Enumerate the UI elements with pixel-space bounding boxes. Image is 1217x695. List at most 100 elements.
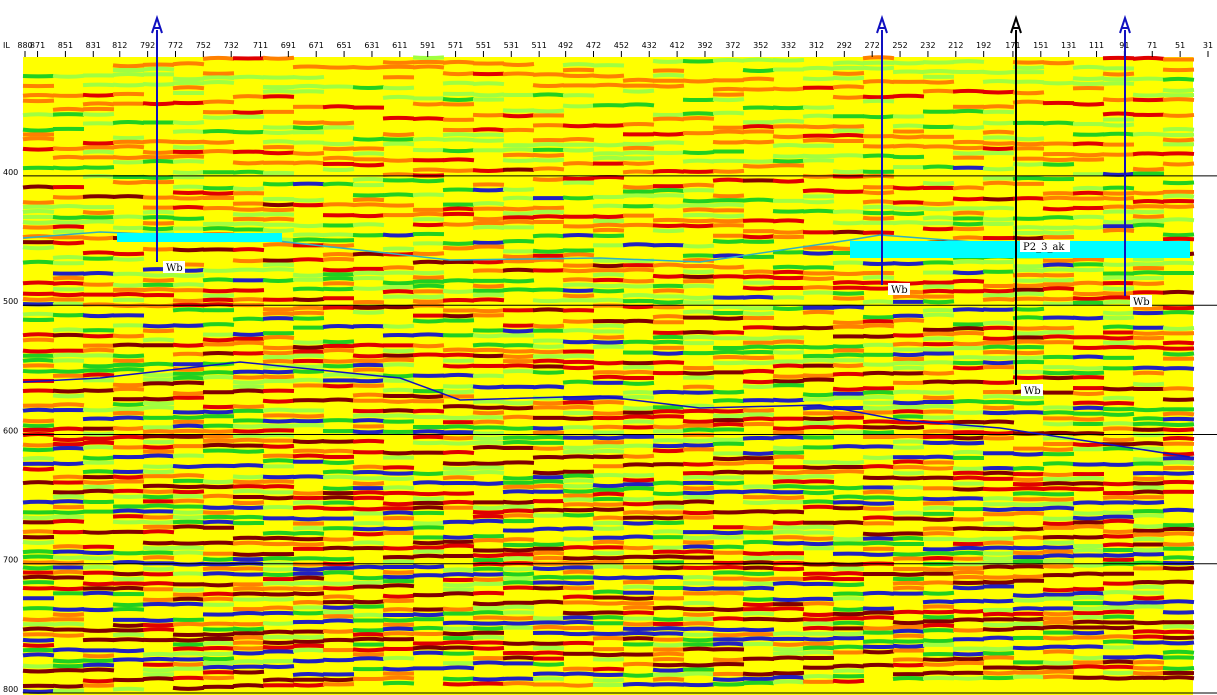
amplitude-stripe (22, 643, 55, 648)
amplitude-stripe (742, 611, 775, 617)
amplitude-stripe (592, 666, 625, 672)
amplitude-stripe (82, 662, 115, 668)
amplitude-stripe (1012, 315, 1045, 321)
amplitude-stripe (952, 617, 985, 623)
amplitude-stripe (922, 360, 955, 366)
amplitude-stripe (892, 205, 925, 211)
amplitude-stripe (442, 415, 475, 421)
amplitude-stripe (232, 129, 265, 135)
amplitude-stripe (622, 390, 655, 395)
amplitude-stripe (802, 674, 835, 679)
amplitude-stripe (232, 369, 265, 375)
amplitude-stripe (82, 388, 115, 393)
amplitude-stripe (652, 515, 685, 521)
amplitude-stripe (352, 490, 385, 496)
amplitude-stripe (82, 658, 115, 663)
amplitude-stripe (262, 398, 295, 404)
amplitude-stripe (502, 254, 535, 260)
amplitude-stripe (142, 464, 175, 469)
amplitude-stripe (1072, 81, 1105, 87)
amplitude-stripe (82, 445, 115, 450)
amplitude-stripe (172, 515, 205, 520)
amplitude-stripe (712, 616, 745, 622)
amplitude-stripe (352, 342, 385, 348)
amplitude-stripe (232, 206, 265, 212)
amplitude-stripe (262, 227, 295, 233)
amplitude-stripe (1042, 461, 1075, 467)
amplitude-stripe (82, 140, 115, 146)
amplitude-stripe (502, 508, 535, 514)
amplitude-stripe (352, 85, 385, 91)
amplitude-stripe (562, 123, 595, 129)
amplitude-stripe (472, 201, 505, 207)
amplitude-stripe (1102, 131, 1135, 137)
amplitude-stripe (1072, 315, 1105, 321)
amplitude-stripe (292, 490, 325, 496)
amplitude-stripe (262, 207, 295, 213)
amplitude-stripe (112, 494, 145, 499)
amplitude-stripe (682, 384, 715, 390)
amplitude-stripe (172, 484, 205, 490)
amplitude-stripe (592, 370, 625, 375)
il-label: 772 (168, 41, 183, 50)
amplitude-stripe (1132, 551, 1165, 557)
amplitude-stripe (142, 381, 175, 386)
amplitude-stripe (382, 593, 415, 599)
amplitude-stripe (1102, 324, 1135, 330)
amplitude-stripe (442, 631, 475, 637)
amplitude-stripe (412, 352, 445, 358)
amplitude-stripe (82, 440, 115, 446)
amplitude-stripe (952, 627, 985, 633)
amplitude-stripe (1132, 476, 1165, 482)
amplitude-stripe (1132, 199, 1165, 205)
amplitude-stripe (142, 540, 175, 546)
amplitude-stripe (112, 144, 145, 150)
amplitude-stripe (712, 456, 745, 462)
amplitude-stripe (322, 545, 355, 551)
amplitude-stripe (82, 416, 115, 422)
amplitude-stripe (712, 437, 745, 442)
amplitude-stripe (592, 539, 625, 545)
amplitude-stripe (922, 370, 955, 376)
amplitude-stripe (382, 450, 415, 456)
amplitude-stripe (172, 342, 205, 348)
amplitude-stripe (622, 193, 655, 199)
amplitude-stripe (292, 500, 325, 505)
amplitude-stripe (142, 149, 175, 155)
amplitude-stripe (232, 669, 265, 675)
amplitude-stripe (682, 626, 715, 632)
amplitude-stripe (1072, 257, 1105, 262)
amplitude-stripe (622, 661, 655, 667)
amplitude-stripe (142, 469, 175, 475)
amplitude-stripe (712, 86, 745, 92)
amplitude-stripe (1132, 640, 1165, 645)
amplitude-stripe (952, 486, 985, 492)
amplitude-stripe (112, 139, 145, 145)
amplitude-stripe (472, 292, 505, 298)
well-label: Wb (891, 285, 908, 296)
amplitude-stripe (1042, 592, 1075, 597)
amplitude-stripe (592, 258, 625, 263)
amplitude-stripe (502, 278, 535, 284)
amplitude-stripe (922, 288, 955, 294)
amplitude-stripe (1162, 640, 1195, 646)
amplitude-stripe (562, 585, 595, 591)
amplitude-stripe (622, 339, 655, 345)
amplitude-stripe (652, 549, 685, 555)
amplitude-stripe (1102, 195, 1135, 201)
amplitude-stripe (1012, 355, 1045, 361)
amplitude-stripe (562, 395, 595, 401)
amplitude-stripe (712, 657, 745, 663)
amplitude-stripe (772, 580, 805, 586)
amplitude-stripe (172, 298, 205, 304)
amplitude-stripe (562, 497, 595, 503)
amplitude-stripe (1012, 161, 1045, 167)
amplitude-stripe (652, 491, 685, 497)
amplitude-stripe (262, 88, 295, 94)
amplitude-stripe (52, 612, 85, 618)
amplitude-stripe (412, 434, 445, 440)
amplitude-stripe (562, 502, 595, 507)
amplitude-stripe (172, 204, 205, 210)
amplitude-stripe (622, 605, 655, 611)
